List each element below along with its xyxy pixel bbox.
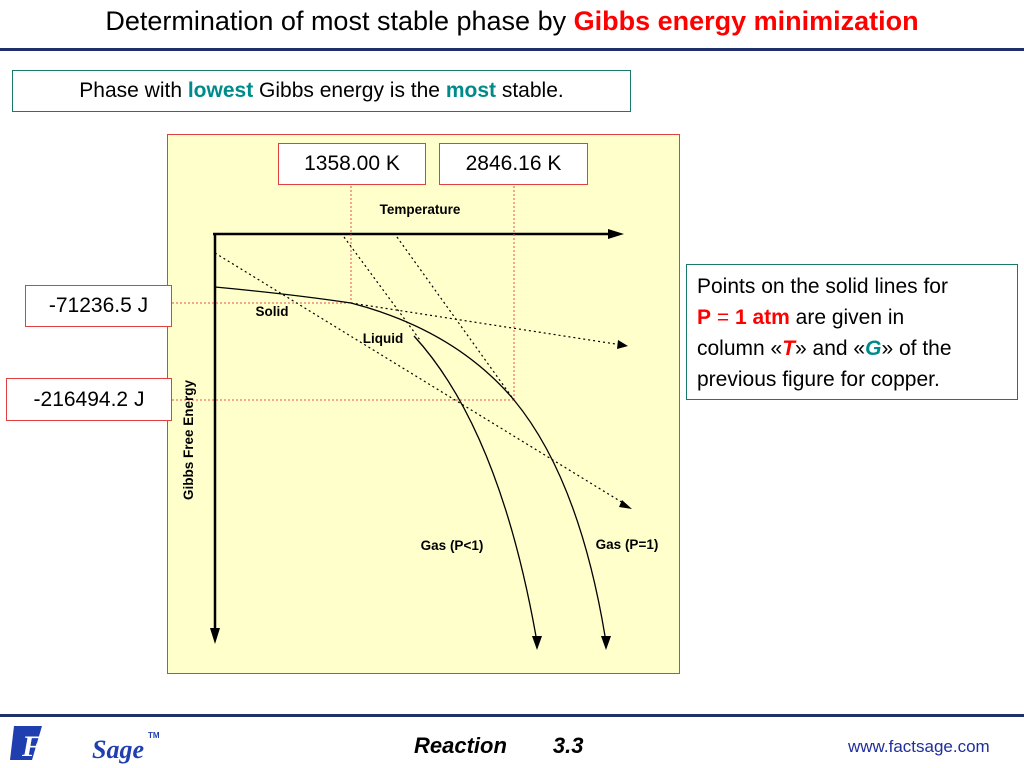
subtitle-text-2: Gibbs energy is the [253,79,446,102]
footer-url[interactable]: www.factsage.com [848,737,990,756]
logo-fact: Fact [21,730,80,763]
note-line-3b: » and « [795,337,866,360]
footer-course-label: Reaction [414,733,507,758]
page-title: Determination of most stable phase by Gi… [0,6,1024,37]
note-p: P [697,306,712,329]
liquid-metastable [214,252,629,507]
liquid-curve [350,302,515,401]
title-accent: Gibbs energy minimization [573,6,919,36]
note-t: T [782,337,796,360]
note-g: G [865,337,882,360]
liquid-label: Liquid [363,331,404,346]
note-line-2: P = 1 atm are given in [697,302,1007,333]
gas-one-arrow [601,636,611,650]
y-axis-label: Gibbs Free Energy [181,379,196,500]
note-box: Points on the solid lines for P = 1 atm … [686,264,1018,400]
note-line-4: previous figure for copper. [697,364,1007,395]
solid-metastable-arrow [617,340,628,349]
note-line-3a: column « [697,337,783,360]
liquid-metastable-arrow [619,500,632,509]
factsage-logo: Fact Sage TM [10,726,160,764]
gas-low-arrow [532,636,542,650]
gas-one-metastable [396,236,515,401]
subtitle-most: most [445,79,496,102]
note-line-3: column «T» and «G» of the [697,333,1007,364]
title-rule [0,48,1024,51]
gas-low-curve [413,335,538,643]
subtitle-text-3: stable. [496,79,564,102]
t-boil-value: 2846.16 K [439,143,588,185]
gas-one-curve [513,399,607,643]
footer-course: Reaction 3.3 [414,733,630,759]
solid-metastable [350,302,623,346]
title-prefix: Determination of most stable phase by [105,6,574,36]
y-axis-arrow [210,628,220,644]
logo-sage: Sage [92,735,144,764]
note-line-1: Points on the solid lines for [697,271,1007,302]
g-melt-value: -71236.5 J [25,285,172,327]
x-axis-arrow [608,229,624,239]
note-line-3c: » of the [881,337,952,360]
solid-label: Solid [256,304,289,319]
note-line-2-text: are given in [789,306,905,329]
note-line-1-text: Points on the solid lines for [697,275,948,298]
gas-low-label: Gas (P<1) [421,538,484,553]
footer-rule [0,714,1024,717]
note-atm: 1 atm [734,306,790,329]
logo-tm: TM [148,731,160,740]
note-line-4-text: previous figure for copper. [697,368,940,391]
gas-one-label: Gas (P=1) [596,537,659,552]
x-axis-label: Temperature [380,202,461,217]
subtitle-box: Phase with lowest Gibbs energy is the mo… [12,70,631,112]
t-melt-value: 1358.00 K [278,143,426,185]
g-boil-value: -216494.2 J [6,378,172,421]
logo-mark [10,726,42,760]
footer-course-number: 3.3 [552,733,584,758]
solid-curve [214,286,352,304]
subtitle-text-1: Phase with [79,79,188,102]
gas-low-metastable [343,236,421,341]
note-eq: = [711,306,735,329]
subtitle-lowest: lowest [187,79,254,102]
